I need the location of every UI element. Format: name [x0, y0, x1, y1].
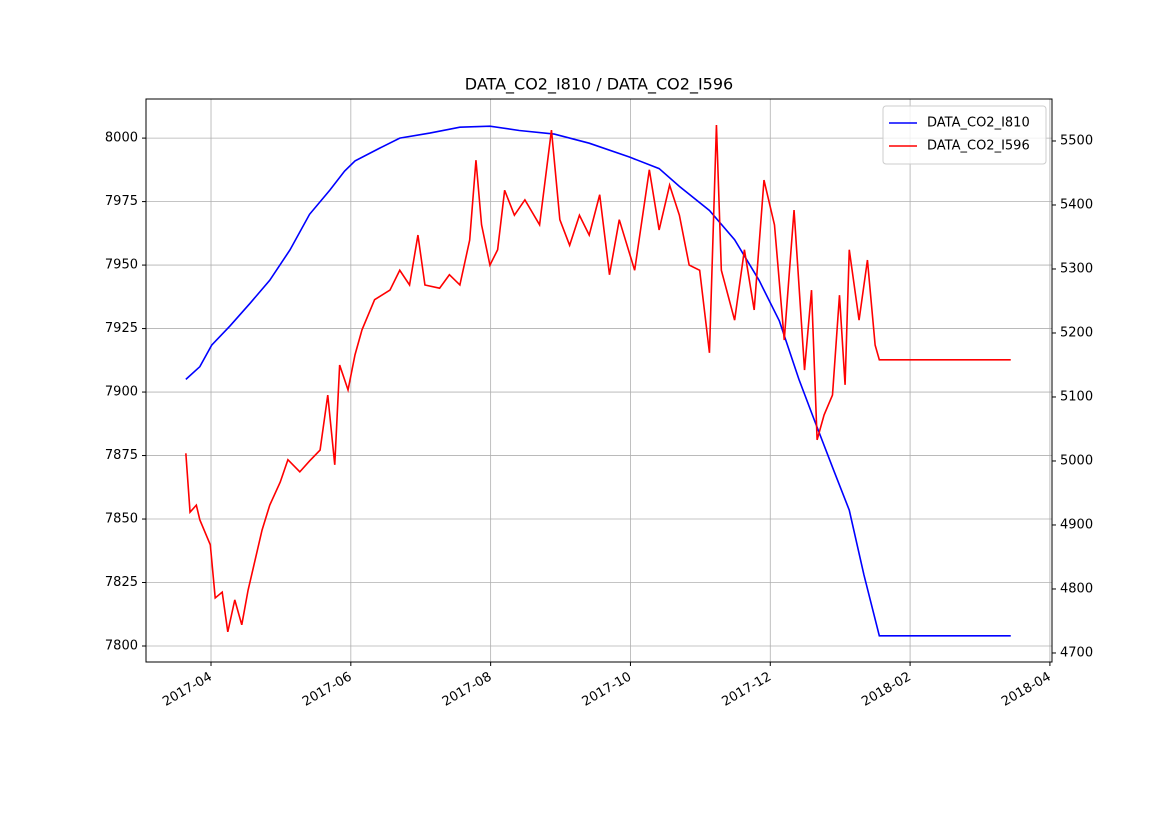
y2-tick-label: 5000 — [1060, 453, 1093, 468]
y-tick-label: 8000 — [105, 131, 138, 146]
y-tick-label: 7850 — [105, 512, 138, 527]
y-tick-label: 7825 — [105, 575, 138, 590]
y2-tick-label: 5300 — [1060, 261, 1093, 276]
y2-tick-label: 4700 — [1060, 645, 1093, 660]
y-tick-label: 7925 — [105, 321, 138, 336]
data-line — [185, 124, 1011, 633]
y-tick-label: 7950 — [105, 258, 138, 273]
y-tick-label: 7975 — [105, 194, 138, 209]
y2-tick-label: 5100 — [1060, 389, 1093, 404]
y-tick-label: 7800 — [105, 639, 138, 654]
y-tick-label: 7875 — [105, 448, 138, 463]
y2-tick-label: 5500 — [1060, 133, 1093, 148]
legend-label: DATA_CO2_I596 — [927, 139, 1030, 154]
data-line — [185, 125, 1011, 637]
chart-title: DATA_CO2_I810 / DATA_CO2_I596 — [465, 75, 733, 95]
y2-tick-label: 5200 — [1060, 325, 1093, 340]
y2-tick-label: 4900 — [1060, 517, 1093, 532]
y2-tick-label: 5400 — [1060, 197, 1093, 212]
legend-label: DATA_CO2_I810 — [927, 116, 1030, 131]
legend-box — [882, 105, 1047, 165]
y2-tick-label: 4800 — [1060, 581, 1093, 596]
plot-frame — [145, 98, 1053, 663]
y-tick-label: 7900 — [105, 385, 138, 400]
